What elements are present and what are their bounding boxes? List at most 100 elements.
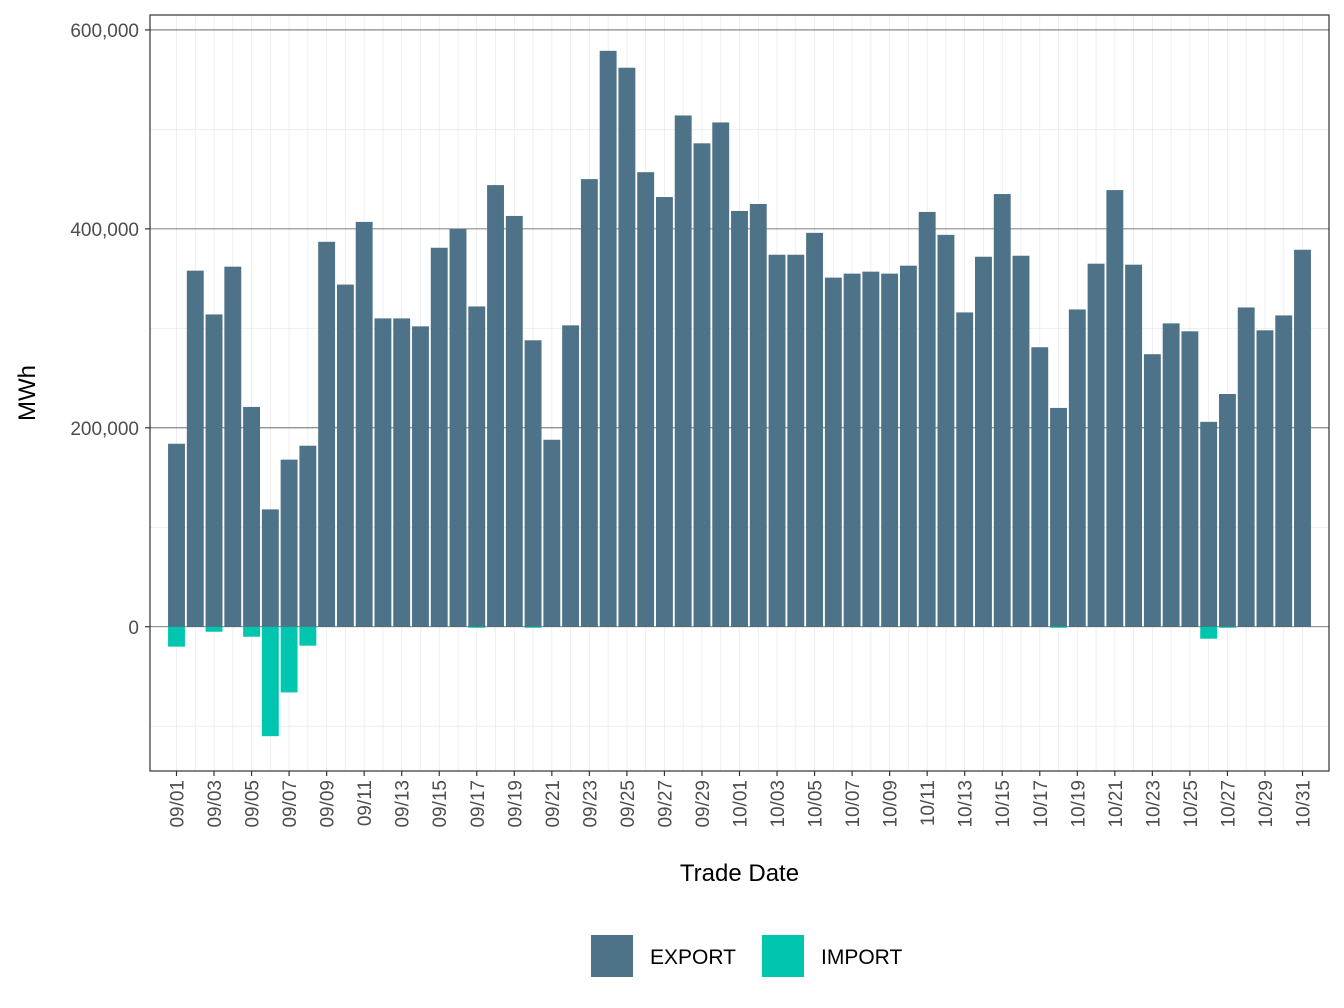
bar-export	[1106, 190, 1124, 627]
bar-export	[1237, 307, 1255, 627]
bar-import	[280, 626, 298, 693]
y-tick-label: 400,000	[70, 220, 139, 241]
legend-label-export: EXPORT	[650, 946, 736, 969]
y-axis: 0 200,000 400,000 600,000	[70, 21, 150, 639]
x-tick-label: 10/23	[1143, 780, 1164, 828]
bar-export	[975, 256, 992, 627]
bar-export	[768, 254, 786, 627]
bar-export	[599, 50, 617, 627]
x-tick-label: 09/23	[580, 780, 601, 828]
bar-export	[1200, 421, 1218, 627]
x-tick-label: 09/21	[543, 780, 564, 828]
bar-import	[205, 626, 223, 632]
bar-export	[843, 273, 861, 627]
bar-export	[355, 221, 373, 627]
bar-export	[1162, 323, 1180, 627]
x-tick-label: 09/13	[393, 780, 414, 828]
bar-export	[261, 509, 279, 627]
bar-import	[524, 626, 542, 628]
x-tick-label: 10/09	[881, 780, 902, 828]
bar-export	[280, 459, 298, 627]
bar-export	[524, 340, 542, 627]
legend-label-import: IMPORT	[821, 946, 902, 969]
bar-export	[993, 194, 1011, 627]
bar-export	[731, 210, 748, 627]
bar-export	[937, 234, 955, 627]
bar-export	[393, 318, 411, 627]
bar-export	[374, 318, 392, 627]
bar-import	[168, 626, 185, 647]
bar-export	[299, 445, 317, 627]
bars	[168, 50, 1311, 737]
bar-import	[1218, 626, 1236, 628]
bar-export	[693, 143, 711, 627]
bar-export	[899, 265, 917, 627]
x-tick-label: 10/27	[1218, 780, 1239, 828]
bar-export	[243, 406, 261, 627]
x-tick-label: 10/11	[918, 780, 939, 826]
x-tick-label: 10/01	[731, 780, 752, 828]
bar-export	[580, 179, 598, 627]
bar-export	[637, 172, 655, 627]
x-tick-label: 10/03	[768, 780, 789, 828]
bar-export	[1181, 331, 1199, 627]
bar-export	[412, 326, 429, 627]
bar-import	[261, 626, 279, 737]
bar-export	[787, 254, 805, 627]
bar-export	[1031, 347, 1049, 627]
x-tick-label: 10/25	[1181, 780, 1202, 828]
bar-import	[1050, 626, 1067, 628]
bar-export	[1012, 255, 1030, 627]
bar-export	[543, 439, 561, 627]
x-tick-label: 09/19	[505, 780, 526, 828]
bar-export	[1125, 264, 1143, 627]
y-tick-label: 200,000	[70, 419, 139, 440]
bar-export	[806, 232, 824, 627]
bar-export	[918, 211, 936, 627]
bar-export	[1143, 354, 1161, 627]
legend-key-import	[762, 935, 804, 977]
bar-export	[1050, 407, 1067, 627]
y-axis-title: MWh	[14, 365, 41, 421]
bar-import	[299, 626, 317, 646]
legend: EXPORT IMPORT	[591, 935, 902, 977]
x-tick-label: 10/21	[1106, 780, 1127, 828]
x-tick-label: 09/11	[355, 780, 376, 826]
bar-export	[1087, 263, 1105, 627]
x-tick-label: 09/01	[168, 780, 189, 828]
bar-import	[468, 626, 486, 628]
bar-export	[749, 204, 767, 627]
bar-export	[1294, 249, 1311, 627]
x-tick-label: 10/19	[1068, 780, 1089, 828]
x-tick-label: 09/15	[430, 780, 451, 828]
bar-export	[505, 215, 523, 627]
bar-export	[1256, 330, 1274, 627]
x-tick-label: 10/07	[843, 780, 864, 828]
bar-export	[956, 312, 974, 627]
x-tick-label: 10/31	[1294, 780, 1315, 828]
bar-import	[243, 626, 261, 637]
bar-export	[712, 122, 730, 627]
bar-export	[430, 247, 448, 627]
x-tick-label: 10/15	[993, 780, 1014, 828]
bar-export	[168, 443, 185, 627]
bar-export	[449, 228, 467, 627]
bar-export	[1068, 309, 1086, 627]
bar-export	[655, 197, 673, 627]
bar-export	[618, 67, 636, 627]
bar-export	[224, 266, 242, 627]
x-axis-title: Trade Date	[680, 860, 799, 887]
x-tick-label: 09/17	[468, 780, 489, 828]
x-tick-label: 10/13	[956, 780, 977, 828]
x-tick-label: 09/05	[243, 780, 264, 828]
x-tick-label: 09/29	[693, 780, 714, 828]
bar-import	[1200, 626, 1218, 639]
x-tick-label: 09/27	[655, 780, 676, 828]
x-tick-label: 09/03	[205, 780, 226, 828]
x-tick-label: 10/05	[806, 780, 827, 828]
bar-export	[562, 325, 580, 627]
bar-export	[318, 241, 336, 627]
bar-export	[336, 284, 354, 627]
bar-export	[674, 115, 692, 627]
